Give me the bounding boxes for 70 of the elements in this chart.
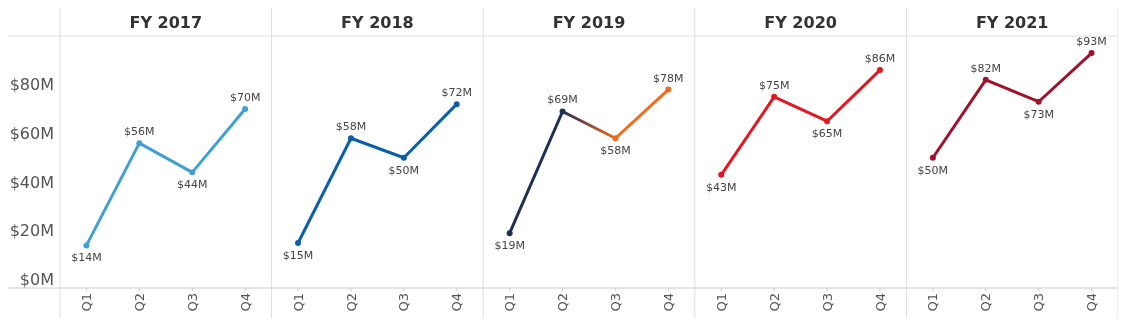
data-label: $70M bbox=[229, 91, 261, 105]
y-tick-label: $60M bbox=[9, 123, 54, 143]
point bbox=[506, 230, 513, 237]
x-tick-label: Q2 bbox=[978, 293, 994, 312]
data-label: $19M bbox=[494, 239, 525, 253]
chart-title: FY 2017 bbox=[129, 13, 203, 32]
x-tick-label: Q3 bbox=[819, 293, 835, 312]
x-tick-label: Q4 bbox=[1084, 293, 1100, 312]
data-label: $82M bbox=[970, 61, 1001, 75]
y-tick-label: $40M bbox=[9, 172, 54, 192]
point bbox=[559, 108, 566, 115]
x-tick-label: Q2 bbox=[766, 293, 782, 312]
data-label: $69M bbox=[547, 93, 578, 107]
y-tick-label: $80M bbox=[9, 75, 54, 95]
data-label: $72M bbox=[441, 86, 472, 100]
data-label: $73M bbox=[1023, 107, 1054, 121]
point bbox=[982, 76, 989, 83]
point bbox=[242, 106, 249, 113]
point bbox=[189, 169, 196, 176]
data-label: $50M bbox=[388, 163, 420, 177]
x-tick-label: Q4 bbox=[660, 293, 676, 312]
data-label: $15M bbox=[282, 248, 314, 262]
x-tick-label: Q3 bbox=[184, 293, 200, 312]
x-tick-label: Q1 bbox=[79, 293, 94, 312]
point bbox=[718, 171, 725, 178]
point bbox=[1035, 98, 1042, 105]
data-label: $56M bbox=[124, 125, 155, 139]
x-tick-label: Q4 bbox=[449, 293, 465, 312]
data-label: $65M bbox=[811, 127, 843, 141]
x-tick-label: Q3 bbox=[608, 293, 623, 312]
x-tick-label: Q3 bbox=[396, 293, 412, 312]
x-tick-label: Q3 bbox=[1031, 293, 1047, 312]
data-label: $86M bbox=[864, 52, 896, 66]
data-label: $44M bbox=[177, 178, 208, 192]
data-label: $58M bbox=[335, 120, 367, 134]
x-tick-label: Q1 bbox=[290, 293, 306, 312]
x-tick-label: Q1 bbox=[925, 293, 941, 312]
data-label: $58M bbox=[600, 144, 631, 158]
chart-title: FY 2020 bbox=[764, 13, 837, 32]
point bbox=[136, 140, 143, 147]
point bbox=[1088, 50, 1095, 57]
data-label: $93M bbox=[1076, 35, 1107, 49]
x-tick-label: Q1 bbox=[502, 293, 518, 312]
x-tick-label: Q2 bbox=[343, 293, 359, 312]
chart-title: FY 2021 bbox=[975, 13, 1049, 32]
data-label: $43M bbox=[706, 180, 737, 194]
point bbox=[295, 239, 302, 246]
data-label: $14M bbox=[71, 251, 102, 265]
x-tick-label: Q1 bbox=[713, 293, 729, 312]
y-tick-label: $0M bbox=[19, 270, 54, 290]
x-tick-label: Q4 bbox=[237, 293, 253, 312]
point bbox=[347, 135, 354, 142]
point bbox=[824, 118, 831, 125]
data-label: $50M bbox=[917, 163, 949, 177]
data-label: $75M bbox=[758, 78, 790, 92]
x-tick-label: Q4 bbox=[872, 293, 888, 312]
point bbox=[771, 93, 778, 100]
data-label: $78M bbox=[653, 71, 684, 85]
point bbox=[400, 154, 407, 161]
point bbox=[612, 135, 619, 142]
point bbox=[83, 242, 90, 249]
x-tick-label: Q2 bbox=[131, 293, 147, 312]
point bbox=[665, 86, 672, 93]
x-tick-label: Q2 bbox=[555, 293, 571, 312]
chart-title: FY 2018 bbox=[341, 13, 414, 32]
point bbox=[929, 154, 936, 161]
point bbox=[453, 101, 460, 108]
y-tick-label: $20M bbox=[9, 221, 54, 241]
point bbox=[876, 67, 883, 74]
chart-title: FY 2019 bbox=[552, 13, 626, 32]
